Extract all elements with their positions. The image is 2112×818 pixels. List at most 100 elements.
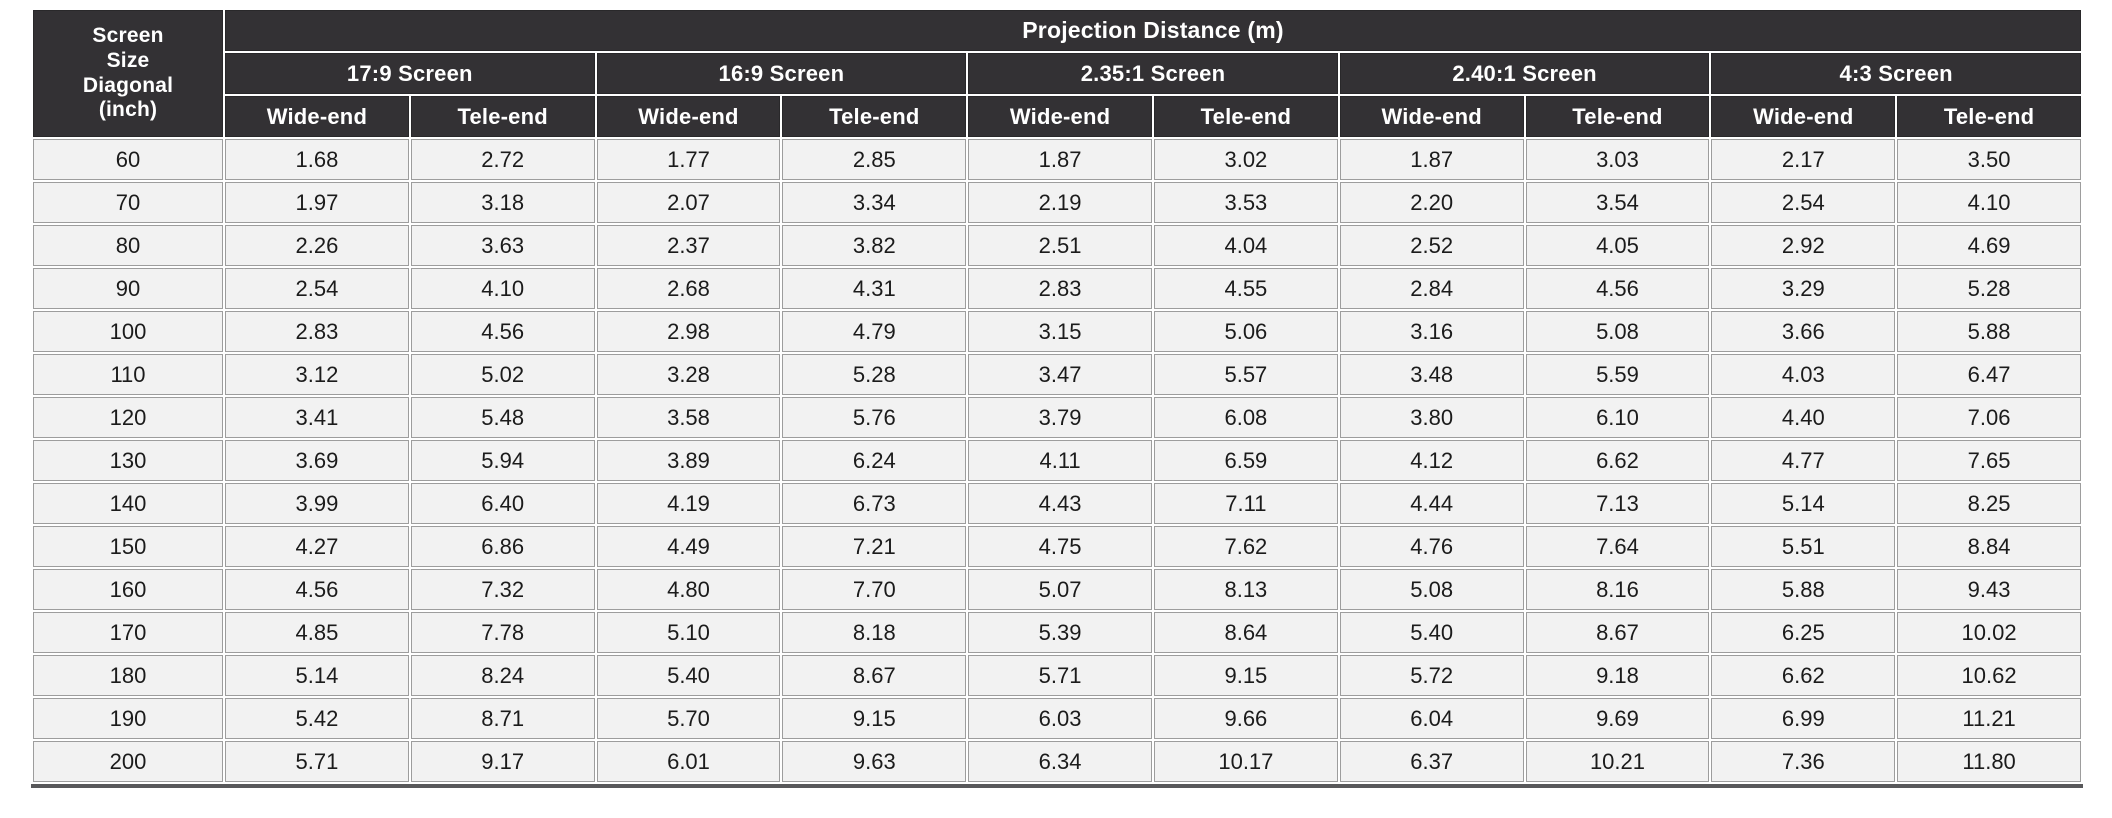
- distance-cell: 5.08: [1339, 569, 1524, 610]
- distance-cell: 3.79: [968, 397, 1152, 438]
- distance-cell: 7.65: [1897, 440, 2081, 481]
- distance-cell: 9.15: [1153, 655, 1338, 696]
- distance-cell: 3.58: [596, 397, 781, 438]
- distance-cell: 2.07: [596, 182, 781, 223]
- subheader-4-3-wide-end: Wide-end: [1711, 96, 1896, 137]
- distance-cell: 2.68: [596, 268, 781, 309]
- distance-cell: 3.02: [1153, 139, 1338, 180]
- distance-cell: 7.62: [1153, 526, 1338, 567]
- distance-cell: 7.64: [1525, 526, 1710, 567]
- distance-cell: 2.20: [1339, 182, 1524, 223]
- distance-cell: 3.28: [596, 354, 781, 395]
- distance-cell: 2.37: [596, 225, 781, 266]
- distance-cell: 6.24: [782, 440, 967, 481]
- table-row: 200 5.71 9.17 6.01 9.63 6.34 10.17 6.37 10.21 7.3…: [33, 741, 2081, 782]
- subheader-16-9-tele-end: Tele-end: [782, 96, 967, 137]
- screen-size-cell: 120: [33, 397, 223, 438]
- distance-cell: 3.82: [782, 225, 967, 266]
- distance-cell: 3.18: [410, 182, 595, 223]
- distance-cell: 3.34: [782, 182, 967, 223]
- distance-cell: 3.47: [968, 354, 1152, 395]
- distance-cell: 4.19: [596, 483, 781, 524]
- distance-cell: 6.03: [968, 698, 1152, 739]
- distance-cell: 9.17: [410, 741, 595, 782]
- distance-cell: 5.14: [225, 655, 409, 696]
- distance-cell: 5.07: [968, 569, 1152, 610]
- distance-cell: 4.49: [596, 526, 781, 567]
- distance-cell: 3.41: [225, 397, 409, 438]
- distance-cell: 6.86: [410, 526, 595, 567]
- distance-cell: 9.66: [1153, 698, 1338, 739]
- distance-cell: 3.50: [1897, 139, 2081, 180]
- distance-cell: 4.03: [1711, 354, 1896, 395]
- screen-size-cell: 170: [33, 612, 223, 653]
- distance-cell: 6.40: [410, 483, 595, 524]
- screen-size-cell: 60: [33, 139, 223, 180]
- distance-cell: 6.47: [1897, 354, 2081, 395]
- distance-cell: 10.02: [1897, 612, 2081, 653]
- table-row: 140 3.99 6.40 4.19 6.73 4.43 7.11 4.44 7.13 5.14 8…: [33, 483, 2081, 524]
- distance-cell: 5.39: [968, 612, 1152, 653]
- distance-cell: 4.31: [782, 268, 967, 309]
- distance-cell: 4.40: [1711, 397, 1896, 438]
- distance-cell: 8.13: [1153, 569, 1338, 610]
- distance-cell: 10.17: [1153, 741, 1338, 782]
- distance-cell: 8.16: [1525, 569, 1710, 610]
- distance-cell: 10.62: [1897, 655, 2081, 696]
- subheader-2-35-1-tele-end: Tele-end: [1153, 96, 1338, 137]
- screen-size-cell: 70: [33, 182, 223, 223]
- distance-cell: 9.15: [782, 698, 967, 739]
- distance-cell: 4.44: [1339, 483, 1524, 524]
- distance-cell: 4.69: [1897, 225, 2081, 266]
- subheader-17-9-tele-end: Tele-end: [410, 96, 595, 137]
- distance-cell: 1.97: [225, 182, 409, 223]
- distance-cell: 4.77: [1711, 440, 1896, 481]
- screen-size-cell: 100: [33, 311, 223, 352]
- distance-cell: 5.72: [1339, 655, 1524, 696]
- table-row: 100 2.83 4.56 2.98 4.79 3.15 5.06 3.16 5.08 3.66 5…: [33, 311, 2081, 352]
- screen-size-cell: 180: [33, 655, 223, 696]
- screen-size-cell: 200: [33, 741, 223, 782]
- distance-cell: 8.64: [1153, 612, 1338, 653]
- distance-cell: 7.36: [1711, 741, 1896, 782]
- distance-cell: 4.56: [1525, 268, 1710, 309]
- distance-cell: 5.88: [1897, 311, 2081, 352]
- screen-size-cell: 190: [33, 698, 223, 739]
- distance-cell: 7.70: [782, 569, 967, 610]
- distance-cell: 5.76: [782, 397, 967, 438]
- distance-cell: 9.69: [1525, 698, 1710, 739]
- distance-cell: 5.48: [410, 397, 595, 438]
- distance-cell: 5.71: [968, 655, 1152, 696]
- table-row: 160 4.56 7.32 4.80 7.70 5.07 8.13 5.08 8.16 5.88 9…: [33, 569, 2081, 610]
- table-row: 180 5.14 8.24 5.40 8.67 5.71 9.15 5.72 9.18 6.62 1…: [33, 655, 2081, 696]
- table-row: 80 2.26 3.63 2.37 3.82 2.51 4.04 2.52 4.05 2.92 4.…: [33, 225, 2081, 266]
- subheader-4-3-tele-end: Tele-end: [1897, 96, 2081, 137]
- distance-cell: 2.54: [225, 268, 409, 309]
- header-row-title: Screen Size Diagonal (inch) Projection D…: [33, 10, 2081, 137]
- distance-cell: 8.67: [782, 655, 967, 696]
- screen-size-cell: 160: [33, 569, 223, 610]
- distance-cell: 5.71: [225, 741, 409, 782]
- distance-cell: 6.37: [1339, 741, 1524, 782]
- distance-cell: 5.51: [1711, 526, 1896, 567]
- distance-cell: 9.18: [1525, 655, 1710, 696]
- distance-cell: 5.02: [410, 354, 595, 395]
- distance-cell: 6.25: [1711, 612, 1896, 653]
- distance-cell: 7.21: [782, 526, 967, 567]
- distance-cell: 4.27: [225, 526, 409, 567]
- table-row: 120 3.41 5.48 3.58 5.76 3.79 6.08 3.80 6.10 4.40 7…: [33, 397, 2081, 438]
- distance-cell: 11.21: [1897, 698, 2081, 739]
- distance-cell: 4.55: [1153, 268, 1338, 309]
- screen-size-cell: 130: [33, 440, 223, 481]
- distance-cell: 5.14: [1711, 483, 1896, 524]
- distance-cell: 2.92: [1711, 225, 1896, 266]
- distance-cell: 5.40: [1339, 612, 1524, 653]
- distance-cell: 5.70: [596, 698, 781, 739]
- distance-cell: 3.54: [1525, 182, 1710, 223]
- distance-cell: 3.63: [410, 225, 595, 266]
- distance-cell: 5.57: [1153, 354, 1338, 395]
- distance-cell: 3.89: [596, 440, 781, 481]
- projection-distance-table-container: Screen Size Diagonal (inch) Projection D…: [31, 8, 2083, 788]
- subheader-2-40-1-tele-end: Tele-end: [1525, 96, 1710, 137]
- distance-cell: 3.53: [1153, 182, 1338, 223]
